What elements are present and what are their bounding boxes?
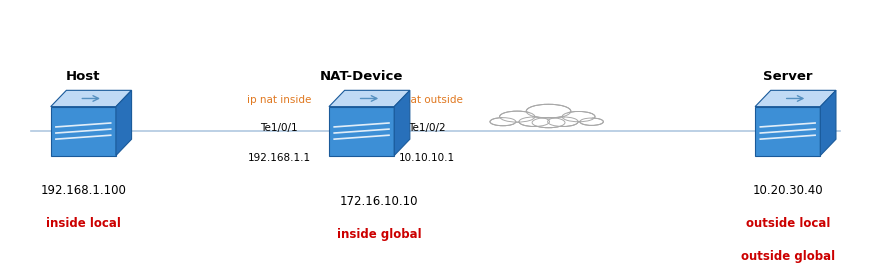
Polygon shape <box>395 90 410 156</box>
Polygon shape <box>116 90 132 156</box>
Circle shape <box>490 118 516 126</box>
Text: 172.16.10.10: 172.16.10.10 <box>340 195 418 208</box>
Text: ip nat inside: ip nat inside <box>246 95 311 105</box>
Circle shape <box>535 118 563 127</box>
Polygon shape <box>755 90 836 107</box>
Circle shape <box>562 111 595 122</box>
Polygon shape <box>329 107 395 156</box>
Circle shape <box>503 112 532 121</box>
Circle shape <box>519 117 550 126</box>
Circle shape <box>532 117 565 128</box>
Text: Server: Server <box>763 70 813 83</box>
Polygon shape <box>755 107 820 156</box>
Polygon shape <box>51 107 116 156</box>
Text: 10.20.30.40: 10.20.30.40 <box>753 184 823 197</box>
Text: outside local: outside local <box>746 217 830 230</box>
Text: Te1/0/1: Te1/0/1 <box>260 123 298 133</box>
Circle shape <box>564 112 592 121</box>
Text: Te1/0/2: Te1/0/2 <box>408 123 446 133</box>
Circle shape <box>526 104 571 118</box>
Text: Host: Host <box>66 70 100 83</box>
Circle shape <box>493 118 513 125</box>
Circle shape <box>548 117 578 126</box>
Text: outside global: outside global <box>740 250 834 263</box>
Polygon shape <box>329 90 410 107</box>
Text: inside global: inside global <box>337 228 422 241</box>
Text: inside local: inside local <box>46 217 121 230</box>
Circle shape <box>522 118 547 126</box>
Text: NAT-Device: NAT-Device <box>320 70 403 83</box>
Text: 192.168.1.1: 192.168.1.1 <box>247 153 311 163</box>
Circle shape <box>583 119 601 124</box>
Text: ip nat outside: ip nat outside <box>391 95 463 105</box>
Polygon shape <box>820 90 836 156</box>
Text: 10.10.10.1: 10.10.10.1 <box>399 153 455 163</box>
Circle shape <box>529 105 568 117</box>
Circle shape <box>580 118 604 125</box>
Circle shape <box>550 118 576 126</box>
Circle shape <box>500 111 535 122</box>
Polygon shape <box>51 90 132 107</box>
Text: 192.168.1.100: 192.168.1.100 <box>40 184 126 197</box>
